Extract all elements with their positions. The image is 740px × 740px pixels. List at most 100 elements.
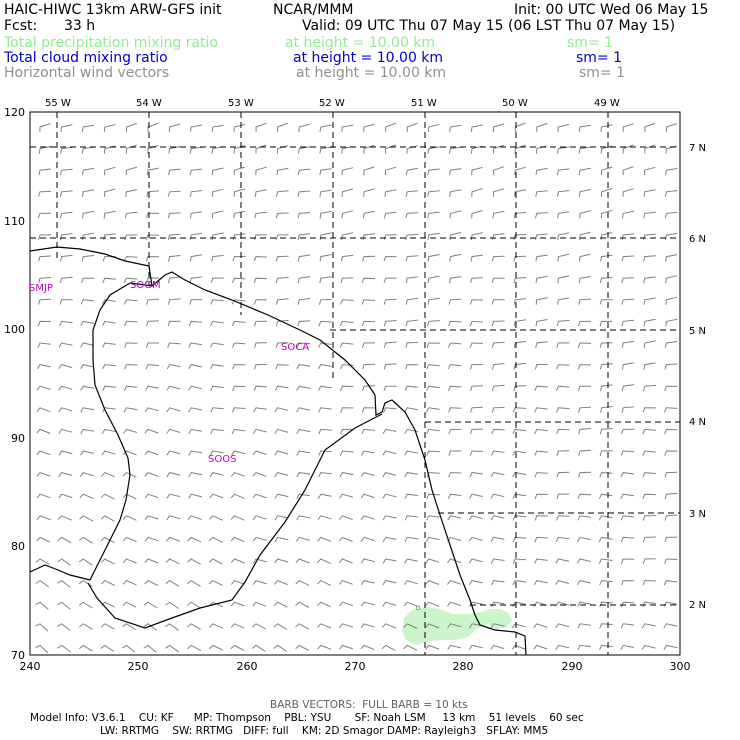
- wind-barb: [447, 515, 462, 521]
- wind-barb: [275, 276, 289, 284]
- wind-barb: [404, 385, 419, 391]
- wind-barb: [187, 558, 202, 565]
- wind-barb: [60, 211, 73, 219]
- wind-barb: [275, 298, 289, 305]
- wind-barb: [599, 342, 613, 348]
- station-label: SOGM: [130, 280, 161, 291]
- wind-barb: [599, 623, 613, 629]
- wind-barb: [555, 536, 570, 543]
- wind-barb: [384, 189, 397, 197]
- model-info-line2: LW: RRTMG SW: RRTMG DIFF: full KM: 2D Sm…: [100, 725, 549, 737]
- wind-barb: [492, 210, 505, 219]
- wind-barb: [513, 340, 527, 348]
- wind-barb: [297, 320, 311, 327]
- wind-barb: [81, 124, 95, 132]
- wind-barb: [318, 298, 332, 305]
- wind-barb: [642, 536, 656, 543]
- wind-barb: [58, 342, 73, 348]
- wind-barb: [100, 515, 115, 522]
- wind-barb: [296, 428, 311, 434]
- field-height-wind: at height = 10.00 km: [296, 65, 447, 81]
- title-center: NCAR/MMM: [273, 2, 354, 18]
- wind-barb: [579, 253, 591, 262]
- wind-barb: [124, 234, 138, 240]
- wind-barb: [491, 406, 505, 413]
- wind-barb: [403, 580, 418, 585]
- wind-barb: [36, 493, 51, 499]
- wind-barb: [144, 450, 159, 456]
- wind-barb: [642, 407, 656, 413]
- wind-barb: [448, 407, 462, 413]
- wind-barb: [490, 623, 505, 629]
- wind-barb: [143, 644, 157, 653]
- wind-barb: [252, 428, 267, 434]
- wind-barb: [556, 319, 570, 327]
- wind-barbs: [35, 122, 678, 654]
- wind-barb: [404, 472, 419, 478]
- wind-barb: [512, 601, 527, 607]
- wind-barb: [59, 320, 73, 327]
- wind-barb: [59, 299, 73, 305]
- wind-barb: [341, 188, 354, 197]
- wind-barb: [622, 188, 634, 197]
- wind-barb: [122, 558, 137, 564]
- wind-barb: [254, 342, 268, 348]
- wind-barb: [166, 450, 181, 456]
- y-tick-label: 110: [4, 215, 25, 228]
- wind-barb: [252, 536, 267, 542]
- wind-barb: [490, 580, 505, 586]
- precip-marker: [415, 605, 421, 611]
- wind-barb: [600, 209, 613, 219]
- wind-barb: [274, 580, 288, 586]
- wind-barb: [208, 579, 223, 586]
- wind-barb: [144, 558, 159, 564]
- wind-barb: [557, 211, 570, 219]
- wind-barb: [620, 644, 635, 650]
- wind-barb: [382, 493, 397, 499]
- wind-barb: [36, 450, 51, 456]
- wind-barb: [491, 341, 505, 348]
- wind-barb: [339, 623, 354, 629]
- wind-barb: [642, 472, 656, 478]
- wind-barb: [188, 320, 203, 327]
- wind-barb: [166, 515, 181, 521]
- wind-barb: [599, 580, 613, 586]
- wind-barb: [146, 167, 159, 176]
- wind-barb: [470, 254, 483, 262]
- wind-barb: [490, 601, 505, 607]
- wind-barb: [188, 364, 203, 370]
- wind-barb: [58, 385, 73, 391]
- wind-barb: [125, 144, 137, 154]
- wind-barb: [491, 428, 505, 435]
- wind-barb: [382, 580, 397, 586]
- wind-barb: [598, 493, 613, 499]
- wind-barb: [143, 601, 158, 609]
- y-tick-label: 90: [11, 432, 25, 445]
- wind-barb: [362, 210, 375, 219]
- wind-barb: [122, 515, 137, 521]
- wind-barb: [273, 623, 288, 630]
- wind-barb: [189, 190, 203, 197]
- wind-barb: [360, 644, 375, 651]
- wind-barb: [664, 233, 678, 240]
- wind-barb: [230, 515, 245, 521]
- wind-barb: [405, 364, 419, 370]
- wind-barb: [493, 144, 505, 154]
- wind-barb: [144, 428, 159, 434]
- wind-barb: [363, 188, 375, 197]
- wind-barb: [166, 493, 181, 499]
- lat-label: 7 N: [689, 143, 706, 154]
- wind-barb: [210, 407, 224, 413]
- wind-barb: [124, 299, 138, 305]
- wind-barb: [232, 385, 246, 392]
- wind-barb: [298, 123, 310, 133]
- wind-barb: [341, 124, 354, 132]
- wind-barb: [383, 320, 397, 327]
- y-tick-label: 80: [11, 540, 25, 553]
- wind-barb: [81, 146, 95, 154]
- wind-barb: [255, 144, 267, 154]
- wind-barb: [210, 299, 224, 305]
- wind-barb: [535, 319, 548, 327]
- station-label: SOCA: [281, 342, 309, 353]
- lon-label: 49 W: [594, 98, 620, 109]
